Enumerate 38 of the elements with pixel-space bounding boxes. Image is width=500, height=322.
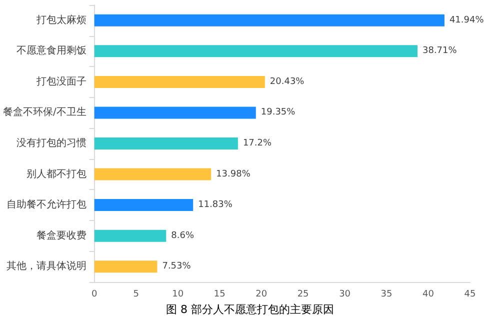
bar — [94, 14, 444, 26]
bar — [94, 76, 265, 88]
y-tick-label: 餐盒不环保/不卫生 — [2, 106, 86, 118]
bar — [94, 230, 166, 242]
y-tick-label: 不愿意食用剩饭 — [16, 44, 86, 57]
y-tick-label: 打包没面子 — [35, 75, 86, 88]
bar — [94, 260, 158, 273]
data-label: 38.71% — [422, 46, 458, 56]
data-label: 8.6% — [171, 230, 194, 241]
y-tick-label: 其他，请具体说明 — [6, 260, 86, 272]
data-label: 17.2% — [242, 138, 272, 148]
x-tick-label: 10 — [172, 290, 184, 300]
y-tick-label: 没有打包的习惯 — [16, 137, 86, 149]
data-label: 13.98% — [216, 169, 251, 180]
data-label: 7.53% — [162, 262, 192, 272]
x-tick-label: 5 — [133, 290, 139, 300]
x-tick-label: 40 — [422, 290, 434, 300]
x-tick-label: 15 — [214, 290, 226, 300]
x-tick-label: 20 — [256, 290, 268, 300]
data-label: 20.43% — [270, 76, 305, 87]
x-tick-label: 0 — [92, 290, 98, 300]
data-label: 11.83% — [198, 200, 233, 210]
bar — [94, 199, 194, 212]
y-tick-label: 餐盒要收费 — [36, 229, 86, 242]
bar — [94, 106, 256, 119]
data-label: 41.94% — [449, 15, 484, 26]
x-tick-label: 30 — [339, 290, 351, 300]
text: 图 8 部分人不愿意打包的主要原因 — [166, 303, 334, 316]
bar — [94, 45, 418, 58]
bar — [94, 168, 212, 180]
y-tick-label: 自助餐不允许打包 — [6, 198, 86, 211]
x-tick-label: 25 — [297, 290, 309, 300]
data-label: 19.35% — [260, 108, 296, 118]
x-tick-label: 45 — [464, 290, 476, 300]
y-tick-label: 别人都不打包 — [26, 168, 86, 180]
y-tick-label: 打包太麻烦 — [35, 14, 86, 26]
x-tick-label: 35 — [380, 290, 392, 300]
bar — [94, 138, 238, 150]
